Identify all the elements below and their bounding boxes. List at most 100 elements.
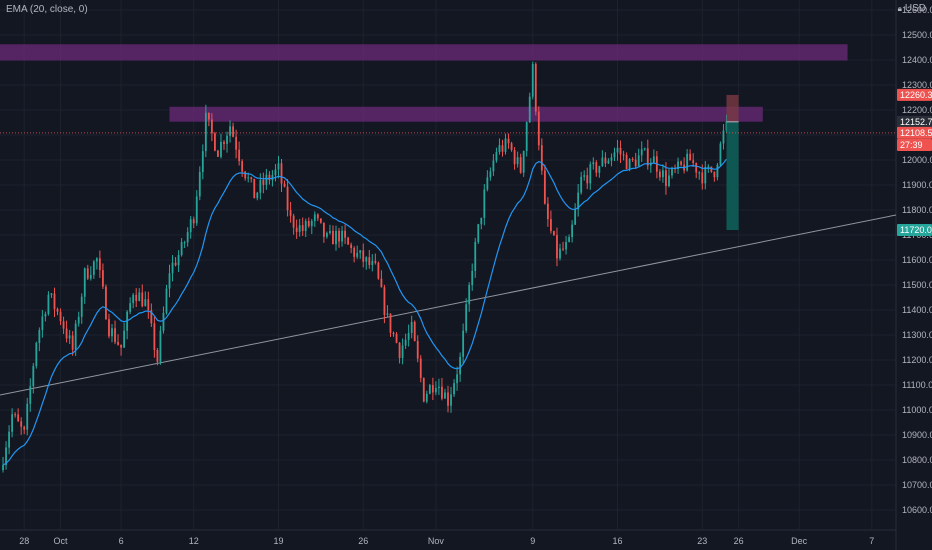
candle-body xyxy=(613,152,616,158)
currency-selector[interactable]: 🔒︎ USD xyxy=(898,3,926,14)
y-tick-label: 11000.0 xyxy=(902,405,932,415)
ema-indicator-legend[interactable]: EMA (20, close, 0) xyxy=(6,4,88,15)
candle-body xyxy=(707,166,710,168)
candle-body xyxy=(610,157,613,161)
candle-body xyxy=(380,278,383,288)
candle-body xyxy=(280,163,283,184)
candle-body xyxy=(223,141,225,144)
price-badge-bg xyxy=(897,139,932,151)
candle-body xyxy=(562,248,564,250)
candle-body xyxy=(622,154,625,156)
candle-body xyxy=(168,273,171,289)
candle-body xyxy=(310,220,313,227)
candle-body xyxy=(217,150,219,157)
candle-body xyxy=(392,332,395,334)
candle-body xyxy=(162,312,165,331)
y-tick-label: 10700.0 xyxy=(902,480,932,490)
candle-body xyxy=(513,150,516,165)
candle-body xyxy=(207,112,210,120)
x-tick-label: 28 xyxy=(19,536,29,546)
candle-body xyxy=(186,232,189,243)
candle-body xyxy=(362,250,365,262)
candle-body xyxy=(80,296,83,317)
candle-body xyxy=(465,304,468,331)
candle-body xyxy=(226,135,228,144)
candle-body xyxy=(383,287,386,315)
candle-body xyxy=(332,230,334,245)
candle-body xyxy=(598,166,601,173)
candle-body xyxy=(17,414,20,422)
candle-body xyxy=(147,299,150,311)
price-badge-text: 12108.5 xyxy=(900,128,932,138)
candle-body xyxy=(174,262,177,266)
y-tick-label: 11100.0 xyxy=(902,380,932,390)
y-tick-label: 11600.0 xyxy=(902,255,932,265)
candle-body xyxy=(214,133,216,151)
candle-body xyxy=(680,161,682,165)
candle-body xyxy=(531,64,534,97)
candle-body xyxy=(50,293,53,295)
y-tick-label: 10800.0 xyxy=(902,455,932,465)
candle-body xyxy=(668,175,670,187)
x-tick-label: Oct xyxy=(54,536,69,546)
candle-body xyxy=(631,159,634,161)
take-profit-zone xyxy=(726,121,739,230)
candle-body xyxy=(304,220,307,231)
stop-loss-zone xyxy=(726,94,739,122)
candle-body xyxy=(540,145,543,171)
candle-body xyxy=(289,210,292,216)
candle-body xyxy=(416,340,419,359)
candle-body xyxy=(277,163,280,170)
x-tick-label: 9 xyxy=(530,536,535,546)
candle-body xyxy=(38,330,41,343)
candle-body xyxy=(528,96,531,123)
candle-body xyxy=(368,257,371,265)
candle-body xyxy=(159,330,162,362)
candle-body xyxy=(5,447,7,465)
x-tick-label: 26 xyxy=(358,536,368,546)
y-tick-label: 11900.0 xyxy=(902,180,932,190)
candle-body xyxy=(62,321,65,329)
candle-body xyxy=(574,209,577,225)
candle-body xyxy=(192,219,195,224)
candle-body xyxy=(201,151,204,173)
candle-body xyxy=(686,153,689,171)
candle-body xyxy=(577,192,580,210)
price-badge-stop: 12260.3 xyxy=(897,88,932,101)
y-tick-label: 11200.0 xyxy=(902,355,932,365)
candle-body xyxy=(235,136,238,150)
candle-body xyxy=(189,219,192,233)
y-tick-label: 11300.0 xyxy=(902,330,932,340)
candle-body xyxy=(395,333,398,343)
candle-body xyxy=(713,171,716,178)
candle-body xyxy=(89,274,92,279)
candle-body xyxy=(477,224,480,242)
price-badge-bg xyxy=(897,88,932,101)
candle-body xyxy=(410,321,413,334)
candle-body xyxy=(662,170,664,178)
candle-body xyxy=(444,392,446,399)
candle-body xyxy=(180,242,183,256)
candle-body xyxy=(556,235,558,259)
candle-body xyxy=(468,285,471,305)
candle-body xyxy=(462,330,465,357)
candle-body xyxy=(474,241,477,271)
y-tick-label: 11800.0 xyxy=(902,205,932,215)
candle-body xyxy=(428,385,431,394)
candle-body xyxy=(83,268,86,297)
candle-body xyxy=(353,248,356,257)
candle-body xyxy=(2,464,4,470)
candle-body xyxy=(307,220,310,227)
candle-body xyxy=(580,176,583,193)
candle-body xyxy=(344,230,346,238)
candle-body xyxy=(138,292,141,301)
candle-body xyxy=(210,119,213,134)
ema-line xyxy=(2,158,727,466)
candle-body xyxy=(20,421,23,427)
candle-body xyxy=(241,161,244,172)
candle-body xyxy=(646,148,649,166)
candle-body xyxy=(132,294,135,304)
candle-body xyxy=(177,255,180,266)
